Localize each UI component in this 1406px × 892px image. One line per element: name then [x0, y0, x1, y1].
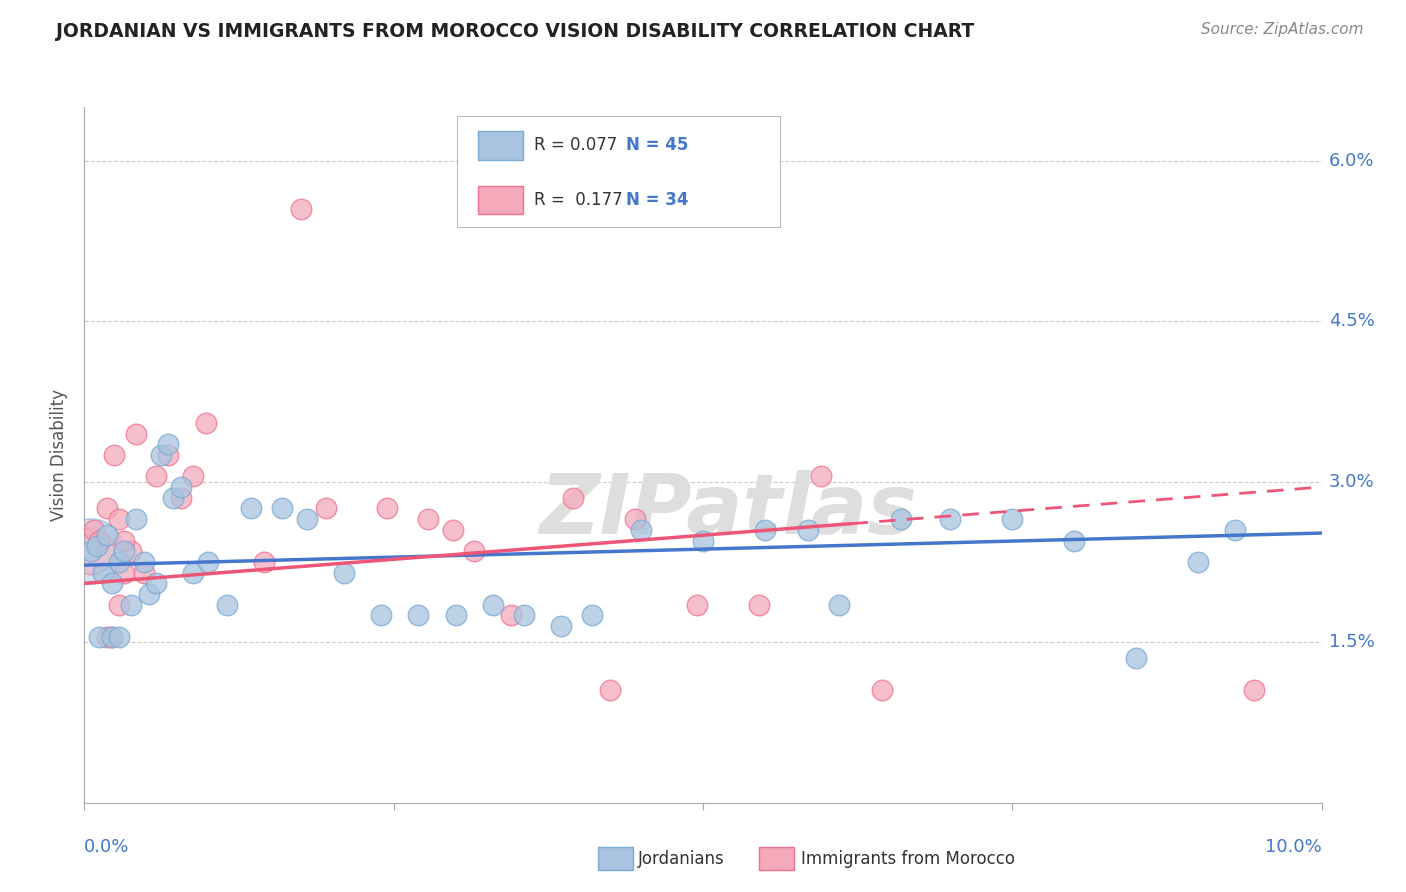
- Point: [333, 566, 356, 580]
- Text: JORDANIAN VS IMMIGRANTS FROM MOROCCO VISION DISABILITY CORRELATION CHART: JORDANIAN VS IMMIGRANTS FROM MOROCCO VIS…: [56, 22, 974, 41]
- Point: [125, 426, 148, 441]
- Point: [120, 544, 142, 558]
- Text: N = 34: N = 34: [626, 191, 688, 209]
- Point: [630, 523, 652, 537]
- Point: [512, 608, 534, 623]
- Point: [481, 598, 503, 612]
- Point: [83, 523, 105, 537]
- Point: [100, 576, 122, 591]
- Point: [145, 469, 167, 483]
- Point: [253, 555, 276, 569]
- Text: ZIPatlas: ZIPatlas: [538, 470, 917, 551]
- Point: [138, 587, 160, 601]
- Point: [181, 469, 204, 483]
- Point: [240, 501, 263, 516]
- Point: [91, 566, 114, 580]
- Point: [828, 598, 851, 612]
- Point: [408, 608, 430, 623]
- Text: N = 45: N = 45: [626, 136, 688, 154]
- Point: [1187, 555, 1209, 569]
- Point: [890, 512, 912, 526]
- Point: [170, 491, 193, 505]
- Point: [315, 501, 337, 516]
- Text: 10.0%: 10.0%: [1265, 838, 1322, 856]
- Point: [377, 501, 399, 516]
- Point: [194, 416, 217, 430]
- Point: [754, 523, 776, 537]
- Point: [108, 630, 131, 644]
- Point: [132, 555, 155, 569]
- Point: [79, 544, 101, 558]
- Point: [444, 608, 467, 623]
- Point: [748, 598, 770, 612]
- Text: 1.5%: 1.5%: [1329, 633, 1375, 651]
- Point: [162, 491, 184, 505]
- Point: [599, 683, 621, 698]
- Point: [181, 566, 204, 580]
- Point: [108, 598, 131, 612]
- Point: [463, 544, 485, 558]
- Point: [108, 555, 131, 569]
- Text: R =  0.177: R = 0.177: [534, 191, 623, 209]
- Point: [1125, 651, 1147, 665]
- Point: [79, 544, 101, 558]
- Point: [170, 480, 193, 494]
- Point: [624, 512, 647, 526]
- Point: [441, 523, 464, 537]
- Point: [89, 533, 111, 548]
- Point: [810, 469, 832, 483]
- Point: [100, 630, 122, 644]
- Point: [370, 608, 392, 623]
- Point: [197, 555, 219, 569]
- Point: [562, 491, 585, 505]
- Text: Immigrants from Morocco: Immigrants from Morocco: [801, 850, 1015, 868]
- Text: 6.0%: 6.0%: [1329, 152, 1374, 169]
- Text: 4.5%: 4.5%: [1329, 312, 1375, 330]
- Point: [100, 630, 122, 644]
- Point: [692, 533, 714, 548]
- Point: [550, 619, 572, 633]
- Point: [157, 437, 180, 451]
- Point: [108, 512, 131, 526]
- Text: Source: ZipAtlas.com: Source: ZipAtlas.com: [1201, 22, 1364, 37]
- Point: [112, 544, 135, 558]
- Point: [103, 448, 125, 462]
- Point: [872, 683, 894, 698]
- Text: 0.0%: 0.0%: [84, 838, 129, 856]
- Point: [418, 512, 440, 526]
- Point: [1001, 512, 1024, 526]
- Point: [96, 630, 118, 644]
- Text: R = 0.077: R = 0.077: [534, 136, 617, 154]
- Y-axis label: Vision Disability: Vision Disability: [51, 389, 69, 521]
- Point: [145, 576, 167, 591]
- Point: [686, 598, 709, 612]
- Point: [79, 544, 101, 558]
- Point: [290, 202, 312, 216]
- Point: [271, 501, 294, 516]
- Point: [86, 539, 108, 553]
- Point: [1063, 533, 1085, 548]
- Text: 3.0%: 3.0%: [1329, 473, 1374, 491]
- Point: [215, 598, 238, 612]
- Point: [112, 566, 135, 580]
- Point: [581, 608, 603, 623]
- Point: [89, 630, 111, 644]
- Point: [797, 523, 820, 537]
- Point: [120, 598, 142, 612]
- Point: [939, 512, 962, 526]
- Point: [1243, 683, 1265, 698]
- Point: [501, 608, 523, 623]
- Point: [112, 533, 135, 548]
- Point: [157, 448, 180, 462]
- Point: [96, 501, 118, 516]
- Point: [295, 512, 318, 526]
- Point: [132, 566, 155, 580]
- Point: [125, 512, 148, 526]
- Text: Jordanians: Jordanians: [638, 850, 725, 868]
- Point: [150, 448, 173, 462]
- Point: [96, 528, 118, 542]
- Point: [1223, 523, 1246, 537]
